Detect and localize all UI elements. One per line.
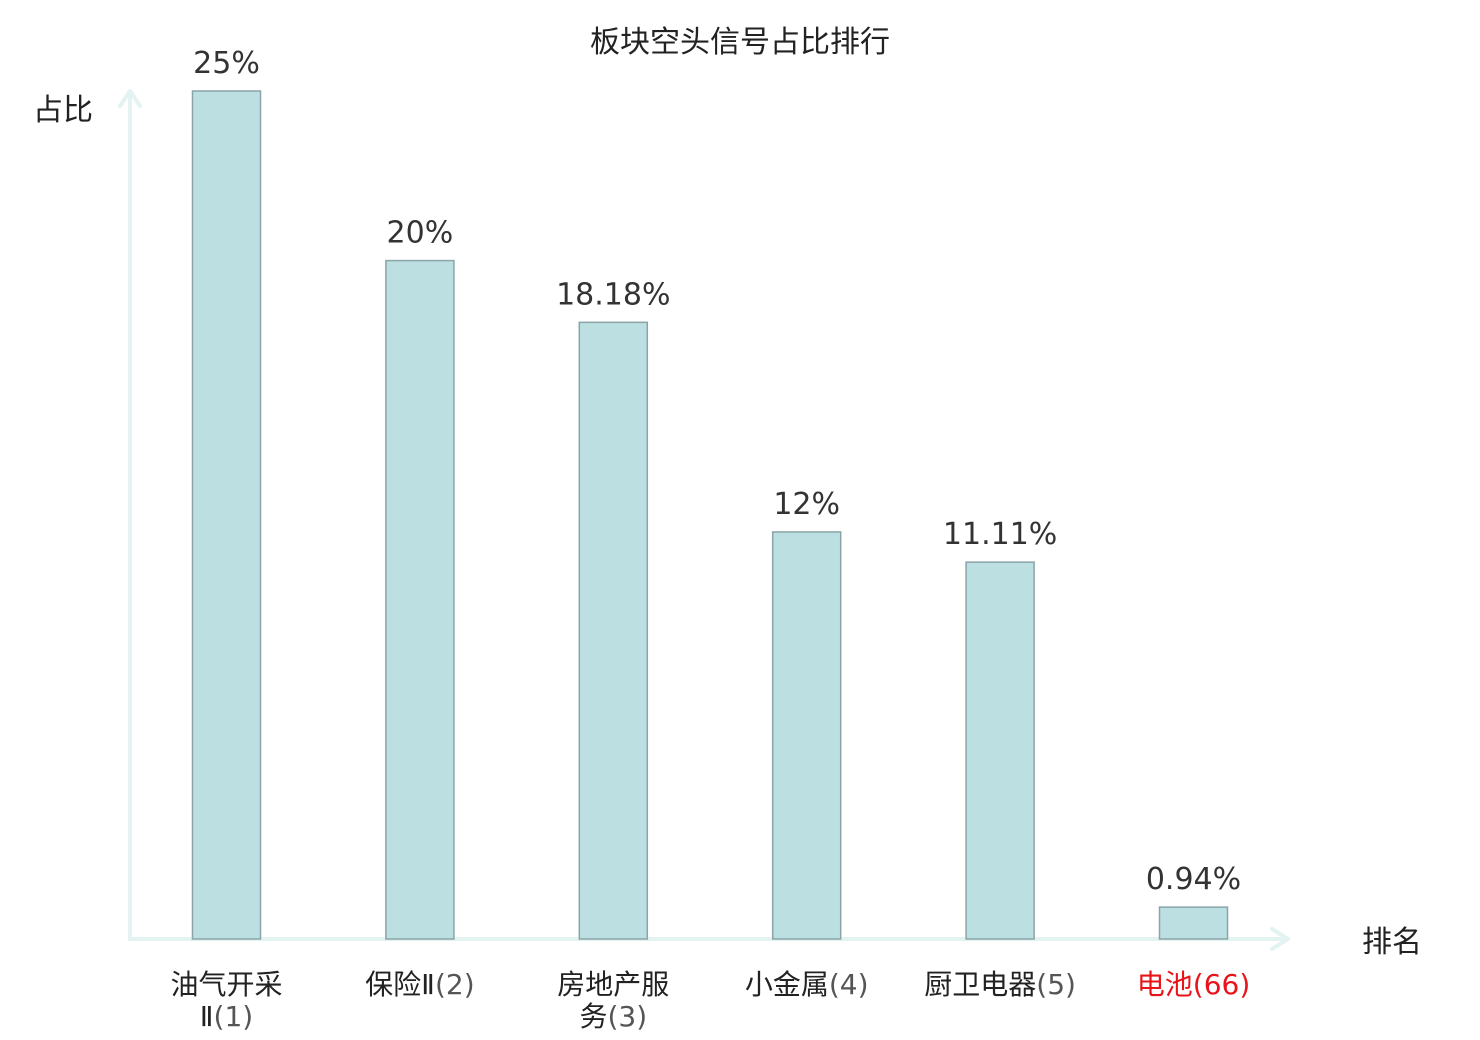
y-axis-arrow-icon xyxy=(118,89,142,108)
value-labels-group: 25% 20% 18.18% 12% 11.11% 0.94% xyxy=(193,46,1241,897)
value-label: 25% xyxy=(193,46,260,81)
y-axis-label: 占比 xyxy=(33,93,93,128)
bar xyxy=(578,321,649,940)
category-label: 电池(66) xyxy=(1137,968,1251,1001)
bar xyxy=(1158,906,1229,940)
category-label: Ⅱ(1) xyxy=(200,1000,253,1033)
value-label: 20% xyxy=(387,216,454,251)
chart-title: 板块空头信号占比排行 xyxy=(590,25,890,60)
bar xyxy=(771,531,842,940)
bars-group xyxy=(191,90,1229,940)
value-label: 12% xyxy=(773,487,840,522)
category-label: 小金属(4) xyxy=(745,968,869,1001)
category-label: 务(3) xyxy=(579,1000,647,1033)
value-label: 11.11% xyxy=(943,517,1057,552)
bar xyxy=(385,259,455,940)
value-label: 0.94% xyxy=(1146,862,1241,897)
axes xyxy=(118,89,1290,951)
bar xyxy=(965,561,1035,940)
category-label: 保险Ⅱ(2) xyxy=(365,968,474,1001)
category-label: 油气开采 xyxy=(170,968,282,1001)
x-axis-arrow-icon xyxy=(1270,927,1290,951)
bar xyxy=(191,90,262,940)
category-label: 厨卫电器(5) xyxy=(924,968,1076,1001)
value-label: 18.18% xyxy=(556,277,670,312)
category-label: 房地产服 xyxy=(557,968,669,1001)
x-axis-label: 排名 xyxy=(1362,925,1422,960)
